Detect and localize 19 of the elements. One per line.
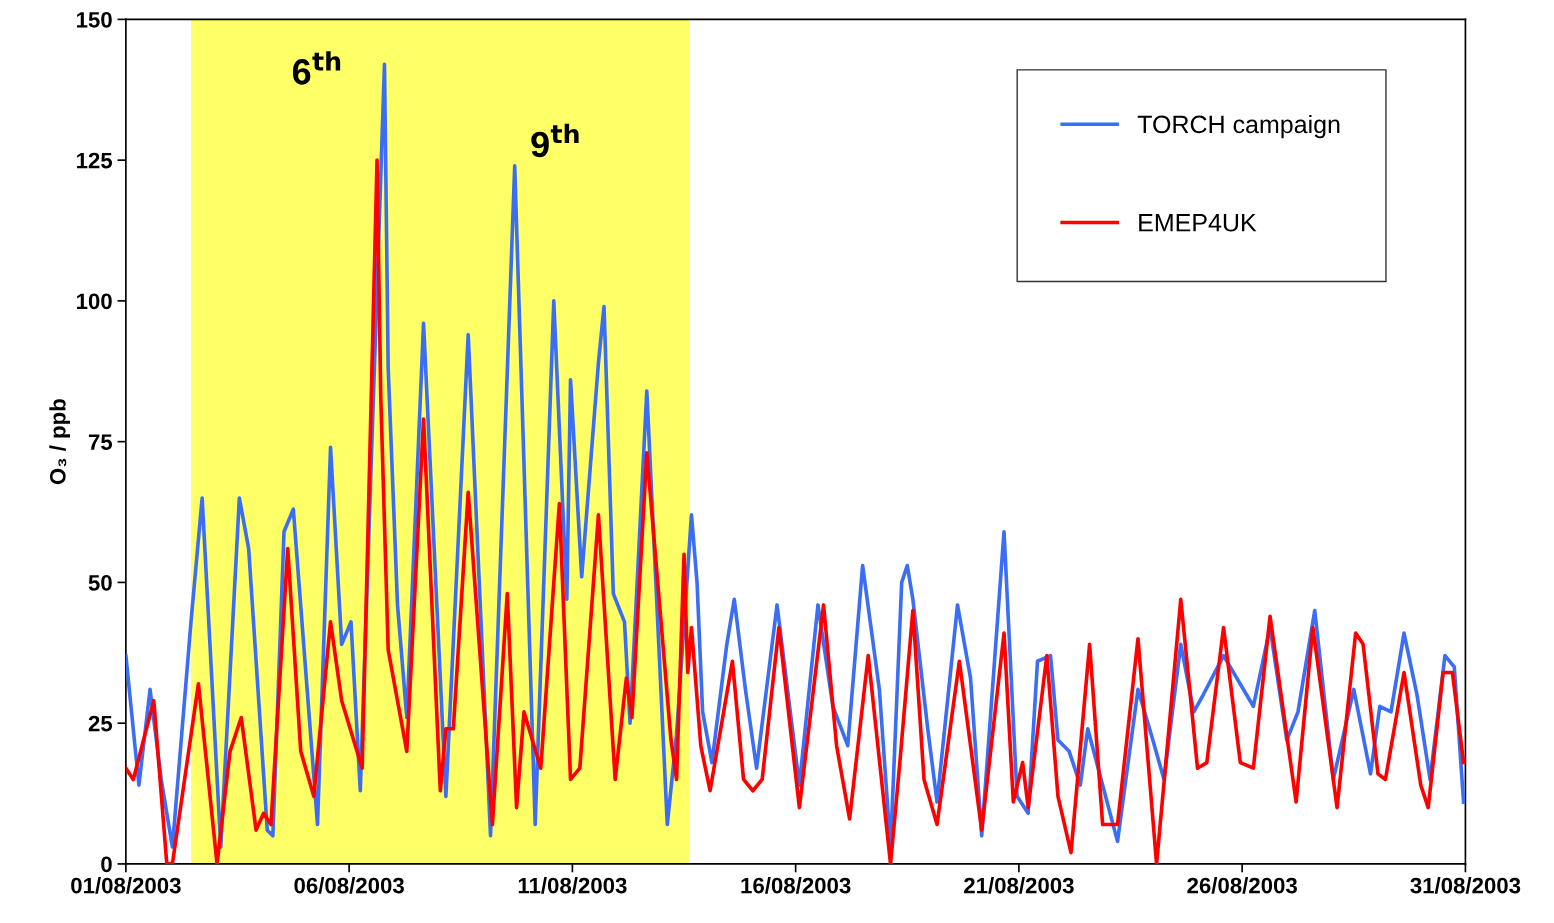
y-tick-label: 50 [88, 574, 112, 591]
y-tick-label: 125 [77, 152, 113, 169]
y-axis-title: O₃ / ppb [49, 399, 71, 485]
y-tick-label: 75 [88, 434, 113, 450]
legend-label: TORCH campaign [1137, 114, 1340, 139]
x-tick-label: 16/08/2003 [741, 877, 851, 894]
x-tick-label: 01/08/2003 [71, 877, 181, 894]
y-tick-label: 100 [77, 293, 112, 310]
x-tick-label: 21/08/2003 [964, 877, 1074, 894]
x-tick-label: 26/08/2003 [1187, 877, 1297, 894]
annotation: 9$^{th}$ [531, 123, 579, 158]
x-tick-label: 11/08/2003 [518, 877, 627, 894]
y-tick-label: 25 [88, 715, 113, 732]
y-tick-label: 0 [101, 856, 112, 873]
legend-label: EMEP4UK [1139, 214, 1257, 232]
x-tick-label: 31/08/2003 [1410, 877, 1521, 894]
x-tick-label: 06/08/2003 [294, 877, 404, 894]
y-tick-label: 150 [77, 11, 112, 28]
annotation: 6$^{th}$ [292, 51, 341, 85]
